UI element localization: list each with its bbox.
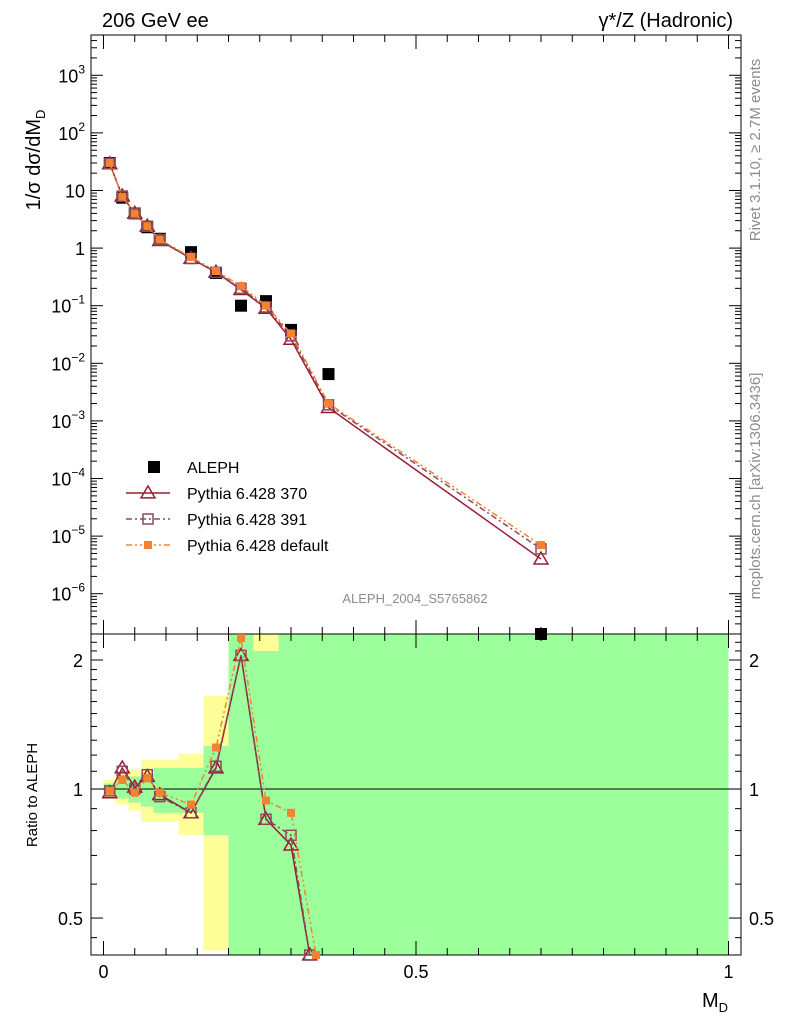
pdefault-point	[537, 541, 545, 550]
pdefault-point	[144, 541, 152, 549]
main-ytick-label: 10−2	[51, 350, 85, 374]
p391-point	[210, 760, 222, 773]
pdefault-point	[212, 743, 220, 752]
legend: ALEPH Pythia 6.428 370 Pythia 6.428 391 Pyt…	[126, 460, 329, 555]
p370-point	[282, 330, 300, 346]
p391-point	[142, 513, 154, 525]
main-ytick-label: 10−3	[51, 408, 85, 432]
pdefault-point	[143, 774, 152, 783]
p370-point	[282, 836, 300, 851]
series-line	[109, 655, 311, 956]
ratio-ytick-label: 1	[73, 780, 83, 800]
pdefault-point	[187, 253, 195, 262]
pdefault-point	[155, 788, 164, 797]
pdefault-point	[118, 192, 127, 201]
pdefault-point	[237, 634, 245, 643]
pdefault-point	[324, 399, 333, 408]
xtick-label: 1	[723, 962, 733, 982]
pdefault-point	[287, 808, 295, 817]
pdefault-point	[262, 301, 270, 310]
mcplots-label: mcplots.cern.ch [arXiv:1306.3436]	[747, 373, 764, 600]
main-ytick-label: 10−4	[51, 466, 85, 490]
aleph-point	[148, 461, 160, 473]
aleph-point	[535, 628, 547, 640]
x-axis-label: MD	[702, 990, 728, 1015]
rivet-label: Rivet 3.1.10, ≥ 2.7M events	[747, 59, 764, 242]
pdefault-point	[187, 800, 195, 809]
xtick-label: 0.5	[403, 962, 428, 982]
analysis-id: ALEPH_2004_S5765862	[342, 591, 487, 606]
main-y-axis-label: 1/σ dσ/dMD	[23, 110, 48, 211]
ratio-axes: 0 0.5 1 0.5 0.5 1 1 2 2	[58, 633, 774, 982]
pdefault-point	[130, 209, 139, 218]
pdefault-point	[118, 775, 127, 784]
legend-label: Pythia 6.428 default	[187, 538, 329, 555]
p391-point	[116, 190, 128, 202]
band-inner-6	[203, 746, 229, 836]
main-ytick-label: 103	[58, 62, 85, 86]
main-ytick-label: 10−5	[51, 523, 85, 547]
series-line	[109, 163, 542, 560]
band-inner-10	[303, 634, 729, 955]
pdefault-point	[212, 267, 220, 276]
legend-label: Pythia 6.428 391	[187, 512, 307, 529]
pdefault-point	[312, 951, 320, 959]
ratio-ytick-label-right: 1	[749, 780, 759, 800]
p391-point	[104, 785, 116, 797]
main-axes: 10−6 10−5 10−4 10−3 10−2 10−1 1 10 102 103	[51, 34, 742, 635]
p370-point	[207, 759, 225, 774]
main-ytick-label: 10−1	[51, 293, 85, 317]
legend-label: ALEPH	[187, 460, 239, 477]
p370-point	[532, 550, 550, 565]
series-line	[109, 655, 311, 956]
band-inner-7	[228, 634, 254, 955]
ratio-series	[101, 634, 320, 961]
ratio-ytick-label: 2	[73, 651, 83, 671]
series-line	[109, 162, 542, 546]
pdefault-point	[105, 158, 114, 167]
main-ytick-label: 10−6	[51, 581, 85, 605]
aleph-point	[322, 368, 335, 381]
p391-point	[141, 220, 153, 232]
main-ytick-label: 1	[75, 239, 85, 259]
p391-point	[154, 233, 166, 246]
pdefault-point	[105, 786, 114, 795]
ratio-y-axis-label: Ratio to ALEPH	[24, 743, 41, 847]
ratio-ytick-label: 0.5	[58, 909, 83, 929]
legend-label: Pythia 6.428 370	[187, 486, 307, 503]
p370-point	[139, 484, 157, 499]
aleph-point	[235, 299, 247, 312]
pdefault-point	[262, 796, 270, 805]
pdefault-point	[287, 329, 295, 338]
p391-point	[260, 813, 272, 826]
series-line	[109, 637, 317, 956]
main-ytick-label: 102	[58, 120, 85, 144]
series-line	[109, 163, 542, 550]
pdefault-point	[143, 222, 152, 231]
main-ytick-label: 10	[65, 181, 85, 201]
pdefault-point	[237, 281, 245, 290]
ratio-uncertainty-bands	[103, 634, 729, 955]
main-series	[101, 155, 550, 640]
p391-point	[104, 157, 116, 170]
ratio-ytick-label-right: 0.5	[749, 909, 774, 929]
header-left: 206 GeV ee	[102, 10, 209, 32]
p391-point	[285, 829, 297, 842]
band-inner-9	[278, 634, 304, 955]
p391-point	[129, 207, 141, 220]
p391-point	[235, 649, 247, 662]
pdefault-point	[155, 235, 164, 244]
xtick-label: 0	[98, 962, 108, 982]
header-right: γ*/Z (Hadronic)	[599, 10, 733, 32]
pdefault-point	[130, 788, 139, 797]
ratio-ytick-label-right: 2	[749, 651, 759, 671]
